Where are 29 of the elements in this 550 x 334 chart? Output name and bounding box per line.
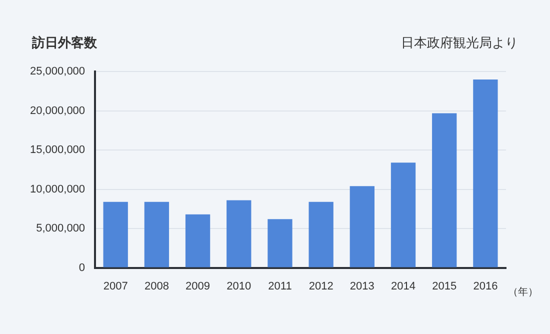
- x-tick-label: 2009: [186, 280, 210, 292]
- y-tick-label: 10,000,000: [30, 183, 86, 196]
- bar: [473, 79, 498, 268]
- x-tick-label: 2014: [391, 280, 416, 292]
- x-tick-label: 2012: [308, 280, 334, 292]
- chart-title: 訪日外客数: [32, 34, 97, 52]
- y-tick-label: 5,000,000: [36, 222, 86, 235]
- bar: [308, 202, 334, 268]
- y-tick-label: 25,000,000: [30, 66, 86, 78]
- bar: [432, 113, 457, 268]
- bar: [350, 186, 374, 268]
- y-tick-label: 15,000,000: [30, 144, 86, 156]
- bar: [185, 214, 210, 268]
- bar: [144, 202, 170, 268]
- x-tick-label: 2010: [226, 280, 252, 292]
- x-tick-label: 2013: [350, 280, 374, 292]
- bar: [390, 162, 416, 268]
- x-tick-label: 2011: [268, 280, 292, 292]
- bar: [226, 200, 252, 268]
- x-tick-label: 2015: [432, 280, 457, 292]
- x-tick-label: 2008: [144, 280, 169, 292]
- text: 日本政府観光局より: [401, 35, 518, 52]
- y-tick-label: 0: [78, 262, 86, 274]
- x-axis-title: （年）: [508, 286, 538, 299]
- bar: [103, 202, 128, 268]
- y-tick-label: 20,000,000: [30, 104, 86, 117]
- x-tick-label: 2016: [473, 280, 498, 292]
- x-tick-label: 2007: [103, 280, 128, 292]
- bar: [268, 219, 292, 268]
